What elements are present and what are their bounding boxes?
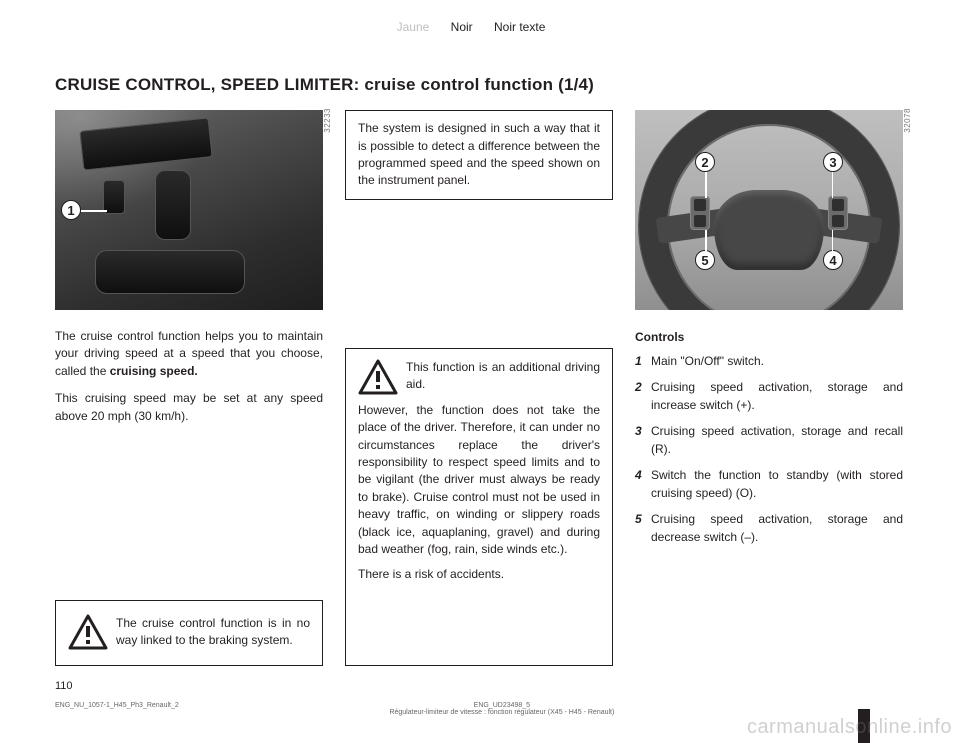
warning-triangle-icon (68, 614, 108, 650)
page-title: CRUISE CONTROL, SPEED LIMITER: cruise co… (55, 75, 594, 95)
warning-box-braking: The cruise control function is in no way… (55, 600, 323, 666)
footer-left: ENG_NU_1057-1_H45_Ph3_Renault_2 (55, 702, 179, 716)
ctrl-num-5: 5 (635, 510, 651, 546)
ctrl-num-4: 4 (635, 466, 651, 502)
ctrl-txt-3: Cruising speed activation, storage and r… (651, 422, 903, 458)
image-code-left: 32233 (323, 108, 332, 133)
warning-braking-text: The cruise control function is in no way… (116, 615, 310, 650)
page-number: 110 (55, 680, 73, 692)
photo-center-console: 1 (55, 110, 323, 310)
ctrl-num-1: 1 (635, 352, 651, 370)
info-text: The system is designed in such a way tha… (358, 120, 600, 190)
callout-4: 4 (823, 250, 843, 270)
intro-p2: This cruising speed may be set at any sp… (55, 390, 323, 425)
photo-steering-wheel: 2 3 5 4 (635, 110, 903, 310)
image-code-right: 32078 (903, 108, 912, 133)
intro-text: The cruise control function helps you to… (55, 328, 323, 425)
controls-heading: Controls (635, 328, 903, 346)
watermark: carmanualsonline.info (747, 716, 952, 739)
footer: ENG_NU_1057-1_H45_Ph3_Renault_2 ENG_UD23… (55, 702, 905, 716)
ctrl-txt-5: Cruising speed activation, storage and d… (651, 510, 903, 546)
header-noir2: Noir texte (494, 20, 545, 34)
header-jaune: Jaune (397, 20, 430, 34)
warning-box-main: This function is an additional driving a… (345, 348, 613, 666)
controls-list: Controls 1Main "On/Off" switch. 2Cruisin… (635, 328, 903, 546)
ctrl-txt-4: Switch the function to standby (with sto… (651, 466, 903, 502)
intro-p1b: cruising speed. (110, 364, 198, 378)
warning-triangle-icon (358, 359, 398, 395)
footer-right-top: ENG_UD23498_5 (474, 702, 530, 709)
ctrl-txt-2: Cruising speed activation, storage and i… (651, 378, 903, 414)
ctrl-num-3: 3 (635, 422, 651, 458)
print-color-header: Jaune Noir Noir texte (55, 20, 905, 34)
callout-5: 5 (695, 250, 715, 270)
ctrl-num-2: 2 (635, 378, 651, 414)
header-noir1: Noir (451, 20, 473, 34)
callout-2: 2 (695, 152, 715, 172)
ctrl-txt-1: Main "On/Off" switch. (651, 352, 903, 370)
footer-right-bot: Régulateur-limiteur de vitesse : fonctio… (389, 709, 614, 716)
column-right: 32078 2 3 5 4 (635, 110, 903, 554)
info-box: The system is designed in such a way tha… (345, 110, 613, 200)
warn-p2: However, the function does not take the … (358, 402, 600, 559)
column-left: 32233 1 The cruise control function help… (55, 110, 323, 554)
callout-3: 3 (823, 152, 843, 172)
warn-p3: There is a risk of accidents. (358, 566, 600, 583)
callout-1: 1 (61, 200, 81, 220)
